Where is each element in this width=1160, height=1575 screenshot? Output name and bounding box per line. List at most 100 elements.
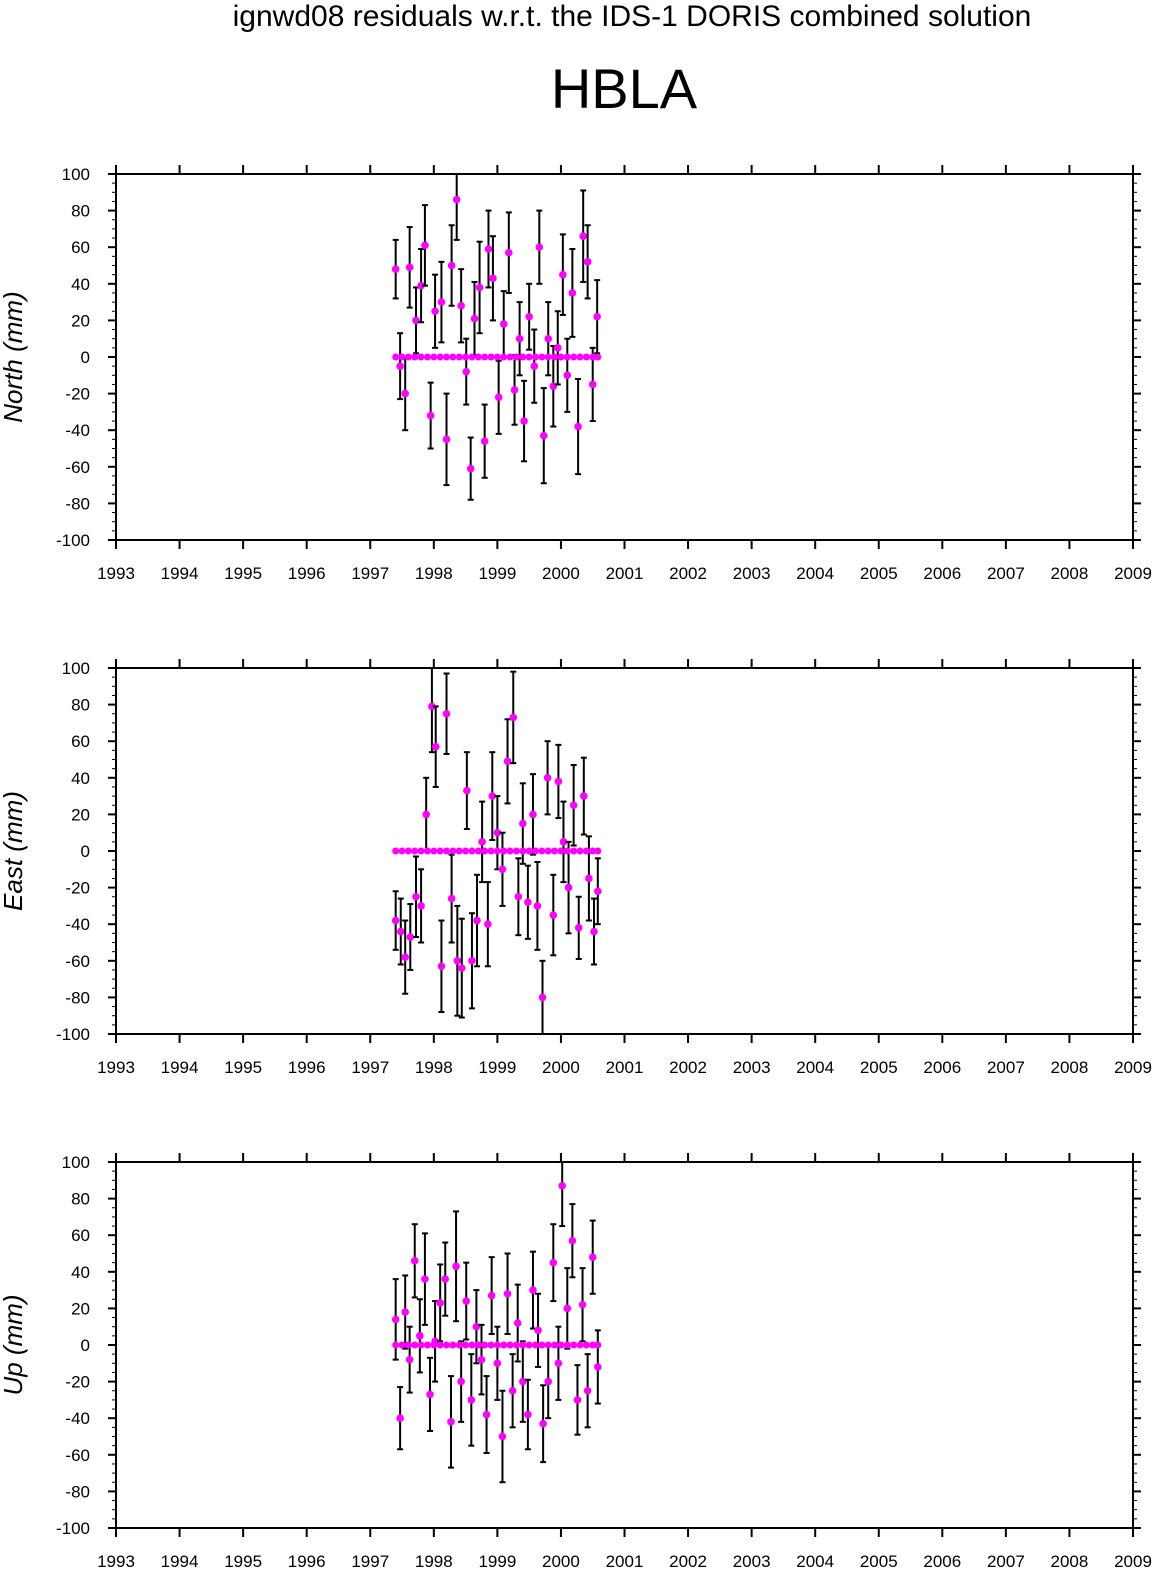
x-tick-label: 2002 (669, 1552, 707, 1571)
data-point (512, 1341, 520, 1349)
y-tick-label: 100 (62, 1153, 90, 1172)
data-point (551, 1341, 559, 1349)
y-tick-label: 40 (71, 275, 90, 294)
data-point (563, 371, 572, 380)
y-tick-label: -20 (65, 879, 90, 898)
data-point (578, 1300, 587, 1309)
data-point (582, 1341, 590, 1349)
data-point (487, 1291, 496, 1300)
x-tick-label: 1997 (351, 1552, 389, 1571)
data-point (512, 847, 520, 855)
data-point (423, 1341, 431, 1349)
data-point (569, 801, 578, 810)
y-tick-label: -100 (56, 531, 90, 550)
data-point (442, 709, 451, 718)
data-point (405, 1355, 414, 1364)
data-point (588, 380, 597, 389)
y-tick-label: 100 (62, 659, 90, 678)
data-point (437, 298, 446, 306)
data-point (579, 232, 587, 241)
data-point (392, 847, 400, 855)
data-point (535, 243, 544, 251)
x-tick-label: 1996 (288, 1552, 326, 1571)
data-point (463, 786, 471, 795)
data-point (462, 1297, 471, 1305)
data-point (443, 1341, 451, 1349)
data-point (525, 353, 533, 361)
data-point (457, 964, 466, 972)
data-point (529, 810, 537, 819)
data-point (538, 993, 547, 1002)
series-1 (391, 174, 601, 501)
data-point (532, 1341, 540, 1349)
panel-3: 1993 1994 1995 1996 1997 1998 1999 2000 2001 2002… (0, 1153, 1152, 1571)
x-tick-label: 2005 (860, 564, 898, 583)
data-point (544, 334, 553, 343)
data-point (574, 924, 583, 932)
data-point (437, 962, 446, 971)
data-point (568, 1236, 577, 1245)
data-point (430, 847, 438, 855)
data-point (426, 1390, 434, 1399)
y-tick-label: -40 (65, 421, 90, 440)
data-point (398, 847, 406, 855)
x-tick-label: 2001 (606, 564, 644, 583)
data-point (538, 847, 546, 855)
data-point (430, 353, 438, 361)
data-point (467, 1396, 476, 1404)
data-point (421, 1275, 429, 1283)
data-point (436, 1299, 444, 1307)
x-tick-label: 2001 (606, 1058, 644, 1077)
data-point (506, 1341, 514, 1349)
data-point (509, 713, 518, 722)
y-axis-label: Up (mm) (0, 1294, 28, 1395)
data-point (417, 1341, 425, 1349)
data-point (525, 312, 533, 321)
y-tick-label: 80 (71, 202, 90, 221)
y-tick-label: 40 (71, 769, 90, 788)
x-tick-label: 2007 (987, 1058, 1025, 1077)
plot-data (391, 174, 602, 501)
y-tick-label: 0 (81, 842, 90, 861)
data-point (532, 353, 540, 361)
panel-2: 1993 1994 1995 1996 1997 1998 1999 2000 2001 2002… (0, 659, 1152, 1077)
data-point (481, 353, 489, 361)
data-point (576, 847, 584, 855)
data-point (525, 1341, 533, 1349)
data-point (582, 353, 590, 361)
x-tick-label: 2009 (1114, 1552, 1152, 1571)
data-point (411, 353, 419, 361)
plot-frame (115, 173, 1134, 541)
data-point (505, 248, 513, 257)
x-tick-label: 2008 (1051, 564, 1089, 583)
x-tick-label: 1998 (415, 1552, 453, 1571)
data-point (539, 1419, 547, 1428)
x-tick-label: 2006 (923, 1552, 961, 1571)
data-point (538, 353, 546, 361)
data-point (570, 1341, 578, 1349)
data-point (563, 847, 571, 855)
data-point (573, 1396, 582, 1404)
data-point (530, 362, 539, 370)
y-tick-label: -100 (56, 1025, 90, 1044)
y-tick-label: -60 (65, 1446, 90, 1465)
data-point (515, 334, 524, 343)
data-point (411, 1341, 419, 1349)
x-tick-label: 1999 (478, 564, 516, 583)
data-point (447, 1418, 455, 1426)
data-point (551, 353, 559, 361)
panels: 1993 1994 1995 1996 1997 1998 1999 2000 2001 2002… (0, 165, 1152, 1571)
data-point (583, 1386, 592, 1395)
x-tick-label: 1993 (97, 564, 135, 583)
x-tick-label: 2007 (987, 564, 1025, 583)
data-point (487, 1341, 495, 1349)
x-tick-label: 1996 (288, 1058, 326, 1077)
data-point (513, 1319, 522, 1327)
data-point (484, 245, 493, 253)
data-point (557, 353, 565, 361)
data-point (487, 353, 495, 361)
x-tick-label: 1995 (224, 1552, 262, 1571)
data-point (594, 887, 602, 896)
y-tick-label: 60 (71, 238, 90, 257)
data-point (529, 1286, 537, 1294)
